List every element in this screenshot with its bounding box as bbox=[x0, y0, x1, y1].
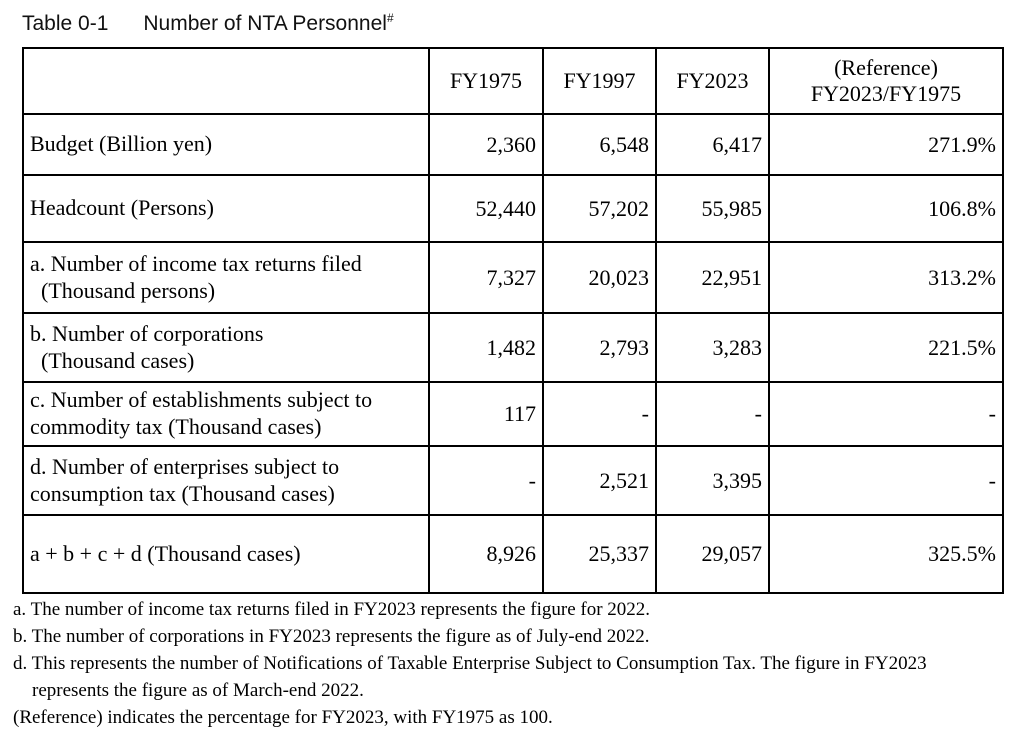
row-label: Budget (Billion yen) bbox=[22, 113, 430, 176]
cell-value: 221.5% bbox=[768, 312, 1004, 383]
cell-value: 6,417 bbox=[655, 113, 770, 176]
cell-value: 325.5% bbox=[768, 514, 1004, 594]
header-fy2023: FY2023 bbox=[655, 47, 770, 115]
cell-value: 22,951 bbox=[655, 241, 770, 314]
cell-value: 25,337 bbox=[542, 514, 657, 594]
cell-value: 106.8% bbox=[768, 174, 1004, 243]
cell-value: 313.2% bbox=[768, 241, 1004, 314]
cell-value: - bbox=[428, 445, 544, 516]
row-label: c. Number of establishments subject to c… bbox=[22, 381, 430, 447]
table-row-consumption-tax: d. Number of enterprises subject to cons… bbox=[22, 445, 1004, 516]
table-row-income-tax-returns: a. Number of income tax returns filed (T… bbox=[22, 241, 1004, 314]
cell-value: - bbox=[768, 381, 1004, 447]
header-fy1975: FY1975 bbox=[428, 47, 544, 115]
row-label: a + b + c + d (Thousand cases) bbox=[22, 514, 430, 594]
footnote-d-line2: represents the figure as of March-end 20… bbox=[13, 680, 364, 701]
cell-value: 29,057 bbox=[655, 514, 770, 594]
cell-value: - bbox=[655, 381, 770, 447]
table-number-label: Table 0-1 bbox=[22, 12, 109, 35]
cell-value: 2,360 bbox=[428, 113, 544, 176]
cell-value: 57,202 bbox=[542, 174, 657, 243]
footnote-reference: (Reference) indicates the percentage for… bbox=[13, 707, 553, 728]
title-superscript: # bbox=[386, 11, 394, 25]
row-label: d. Number of enterprises subject to cons… bbox=[22, 445, 430, 516]
cell-value: 2,793 bbox=[542, 312, 657, 383]
cell-value: 7,327 bbox=[428, 241, 544, 314]
header-fy1997: FY1997 bbox=[542, 47, 657, 115]
footnote-b: b. The number of corporations in FY2023 … bbox=[13, 626, 650, 647]
row-label: b. Number of corporations (Thousand case… bbox=[22, 312, 430, 383]
cell-value: 52,440 bbox=[428, 174, 544, 243]
footnote-d-line1: d. This represents the number of Notific… bbox=[13, 653, 927, 674]
cell-value: 2,521 bbox=[542, 445, 657, 516]
nta-personnel-table: FY1975 FY1997 FY2023 (Reference) FY2023/… bbox=[22, 47, 1004, 594]
table-row-headcount: Headcount (Persons) 52,440 57,202 55,985… bbox=[22, 174, 1004, 243]
cell-value: 1,482 bbox=[428, 312, 544, 383]
table-row-total: a + b + c + d (Thousand cases) 8,926 25,… bbox=[22, 514, 1004, 594]
cell-value: - bbox=[768, 445, 1004, 516]
cell-value: 271.9% bbox=[768, 113, 1004, 176]
header-row: FY1975 FY1997 FY2023 (Reference) FY2023/… bbox=[22, 47, 1004, 115]
table-row-corporations: b. Number of corporations (Thousand case… bbox=[22, 312, 1004, 383]
table-row-budget: Budget (Billion yen) 2,360 6,548 6,417 2… bbox=[22, 113, 1004, 176]
footnote-a: a. The number of income tax returns file… bbox=[13, 599, 651, 620]
cell-value: 20,023 bbox=[542, 241, 657, 314]
cell-value: 55,985 bbox=[655, 174, 770, 243]
row-label: a. Number of income tax returns filed (T… bbox=[22, 241, 430, 314]
footnotes-block: a. The number of income tax returns file… bbox=[13, 596, 1018, 731]
cell-value: 8,926 bbox=[428, 514, 544, 594]
cell-value: 3,395 bbox=[655, 445, 770, 516]
header-empty-cell bbox=[22, 47, 430, 115]
page-title: Table 0-1 Number of NTA Personnel# bbox=[22, 12, 394, 36]
header-reference: (Reference) FY2023/FY1975 bbox=[768, 47, 1004, 115]
table-title-text: Number of NTA Personnel bbox=[143, 12, 387, 35]
cell-value: 6,548 bbox=[542, 113, 657, 176]
cell-value: 117 bbox=[428, 381, 544, 447]
cell-value: - bbox=[542, 381, 657, 447]
cell-value: 3,283 bbox=[655, 312, 770, 383]
row-label: Headcount (Persons) bbox=[22, 174, 430, 243]
table-row-commodity-tax: c. Number of establishments subject to c… bbox=[22, 381, 1004, 447]
